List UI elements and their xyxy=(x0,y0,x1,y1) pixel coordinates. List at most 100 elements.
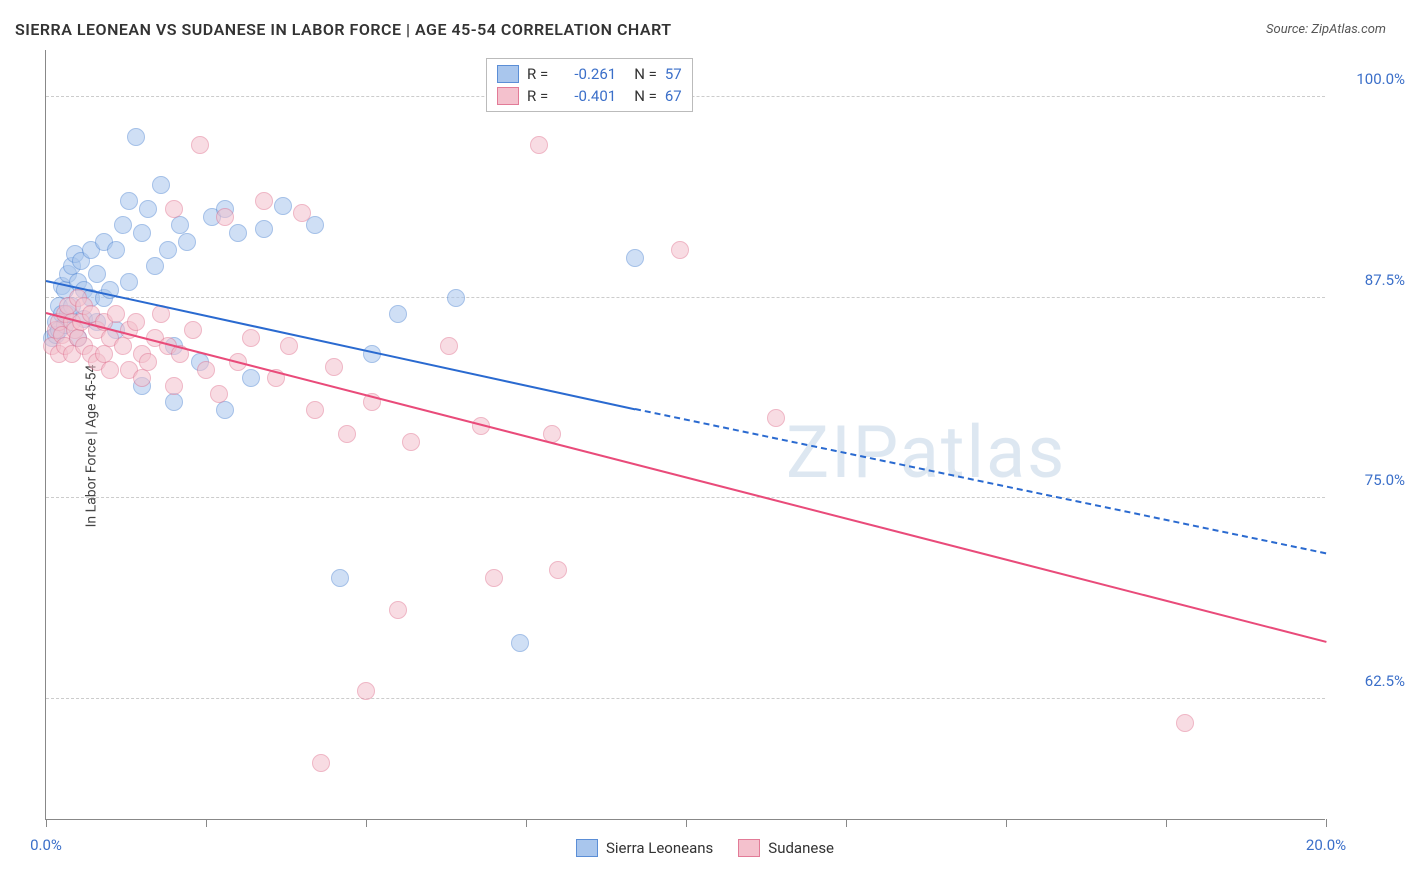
scatter-point xyxy=(146,257,164,275)
legend-r-label: R = xyxy=(527,65,548,83)
y-tick-label: 100.0% xyxy=(1335,70,1405,88)
legend-series-label: Sierra Leoneans xyxy=(606,839,713,857)
scatter-point xyxy=(107,305,125,323)
scatter-point xyxy=(139,353,157,371)
scatter-point xyxy=(357,682,375,700)
x-tick-mark xyxy=(686,819,687,827)
scatter-point xyxy=(626,249,644,267)
chart-container: SIERRA LEONEAN VS SUDANESE IN LABOR FORC… xyxy=(0,0,1406,892)
scatter-point xyxy=(229,224,247,242)
x-tick-mark xyxy=(46,819,47,827)
scatter-point xyxy=(671,241,689,259)
legend-r-value: -0.401 xyxy=(556,87,616,105)
scatter-point xyxy=(549,561,567,579)
scatter-point xyxy=(120,192,138,210)
legend-series-item: Sudanese xyxy=(738,839,834,857)
legend-swatch xyxy=(497,87,519,105)
scatter-point xyxy=(767,409,785,427)
scatter-point xyxy=(120,273,138,291)
legend-stats-row: R = -0.401 N = 67 xyxy=(497,85,682,107)
scatter-point xyxy=(216,401,234,419)
x-tick-mark xyxy=(206,819,207,827)
legend-n-label: N = xyxy=(634,87,657,105)
scatter-point xyxy=(114,337,132,355)
scatter-point xyxy=(127,128,145,146)
legend-stats-row: R = -0.261 N = 57 xyxy=(497,63,682,85)
scatter-point xyxy=(197,361,215,379)
scatter-point xyxy=(485,569,503,587)
scatter-point xyxy=(152,176,170,194)
scatter-point xyxy=(530,136,548,154)
scatter-point xyxy=(389,601,407,619)
y-tick-label: 62.5% xyxy=(1335,672,1405,690)
scatter-point xyxy=(165,377,183,395)
plot-area: 62.5%75.0%87.5%100.0%0.0%20.0%ZIPatlasR … xyxy=(45,50,1325,820)
scatter-point xyxy=(216,208,234,226)
x-tick-label: 20.0% xyxy=(1306,836,1346,854)
scatter-point xyxy=(242,369,260,387)
legend-swatch xyxy=(738,839,760,857)
legend-swatch xyxy=(497,65,519,83)
regression-line xyxy=(46,312,1326,643)
chart-title: SIERRA LEONEAN VS SUDANESE IN LABOR FORC… xyxy=(15,20,672,39)
scatter-point xyxy=(127,313,145,331)
watermark: ZIPatlas xyxy=(786,410,1066,495)
scatter-point xyxy=(165,393,183,411)
scatter-point xyxy=(274,197,292,215)
scatter-point xyxy=(88,265,106,283)
scatter-point xyxy=(440,337,458,355)
scatter-point xyxy=(511,634,529,652)
x-tick-label: 0.0% xyxy=(30,836,62,854)
scatter-point xyxy=(306,216,324,234)
scatter-point xyxy=(389,305,407,323)
scatter-point xyxy=(255,220,273,238)
scatter-point xyxy=(210,385,228,403)
scatter-point xyxy=(191,136,209,154)
scatter-point xyxy=(447,289,465,307)
x-tick-mark xyxy=(366,819,367,827)
x-tick-mark xyxy=(1166,819,1167,827)
scatter-point xyxy=(293,204,311,222)
gridline-h xyxy=(46,497,1325,498)
gridline-h xyxy=(46,698,1325,699)
scatter-point xyxy=(338,425,356,443)
scatter-point xyxy=(242,329,260,347)
source-attribution: Source: ZipAtlas.com xyxy=(1266,22,1386,37)
legend-r-label: R = xyxy=(527,87,548,105)
scatter-point xyxy=(280,337,298,355)
scatter-point xyxy=(114,216,132,234)
legend-n-value: 67 xyxy=(665,87,682,105)
legend-r-value: -0.261 xyxy=(556,65,616,83)
scatter-point xyxy=(312,754,330,772)
scatter-point xyxy=(255,192,273,210)
legend-series: Sierra Leoneans Sudanese xyxy=(576,839,834,857)
scatter-point xyxy=(133,224,151,242)
scatter-point xyxy=(159,241,177,259)
scatter-point xyxy=(139,200,157,218)
legend-series-item: Sierra Leoneans xyxy=(576,839,713,857)
scatter-point xyxy=(306,401,324,419)
scatter-point xyxy=(133,369,151,387)
scatter-point xyxy=(101,361,119,379)
scatter-point xyxy=(402,433,420,451)
scatter-point xyxy=(325,358,343,376)
scatter-point xyxy=(107,241,125,259)
x-tick-mark xyxy=(846,819,847,827)
legend-swatch xyxy=(576,839,598,857)
scatter-point xyxy=(178,233,196,251)
x-tick-mark xyxy=(526,819,527,827)
legend-stats: R = -0.261 N = 57 R = -0.401 N = 67 xyxy=(486,58,693,112)
gridline-h xyxy=(46,297,1325,298)
legend-n-value: 57 xyxy=(665,65,682,83)
scatter-point xyxy=(184,321,202,339)
y-tick-label: 87.5% xyxy=(1335,271,1405,289)
regression-line xyxy=(635,408,1327,554)
x-tick-mark xyxy=(1006,819,1007,827)
y-tick-label: 75.0% xyxy=(1335,471,1405,489)
legend-n-label: N = xyxy=(634,65,657,83)
legend-series-label: Sudanese xyxy=(768,839,834,857)
scatter-point xyxy=(1176,714,1194,732)
scatter-point xyxy=(331,569,349,587)
scatter-point xyxy=(165,200,183,218)
x-tick-mark xyxy=(1326,819,1327,827)
